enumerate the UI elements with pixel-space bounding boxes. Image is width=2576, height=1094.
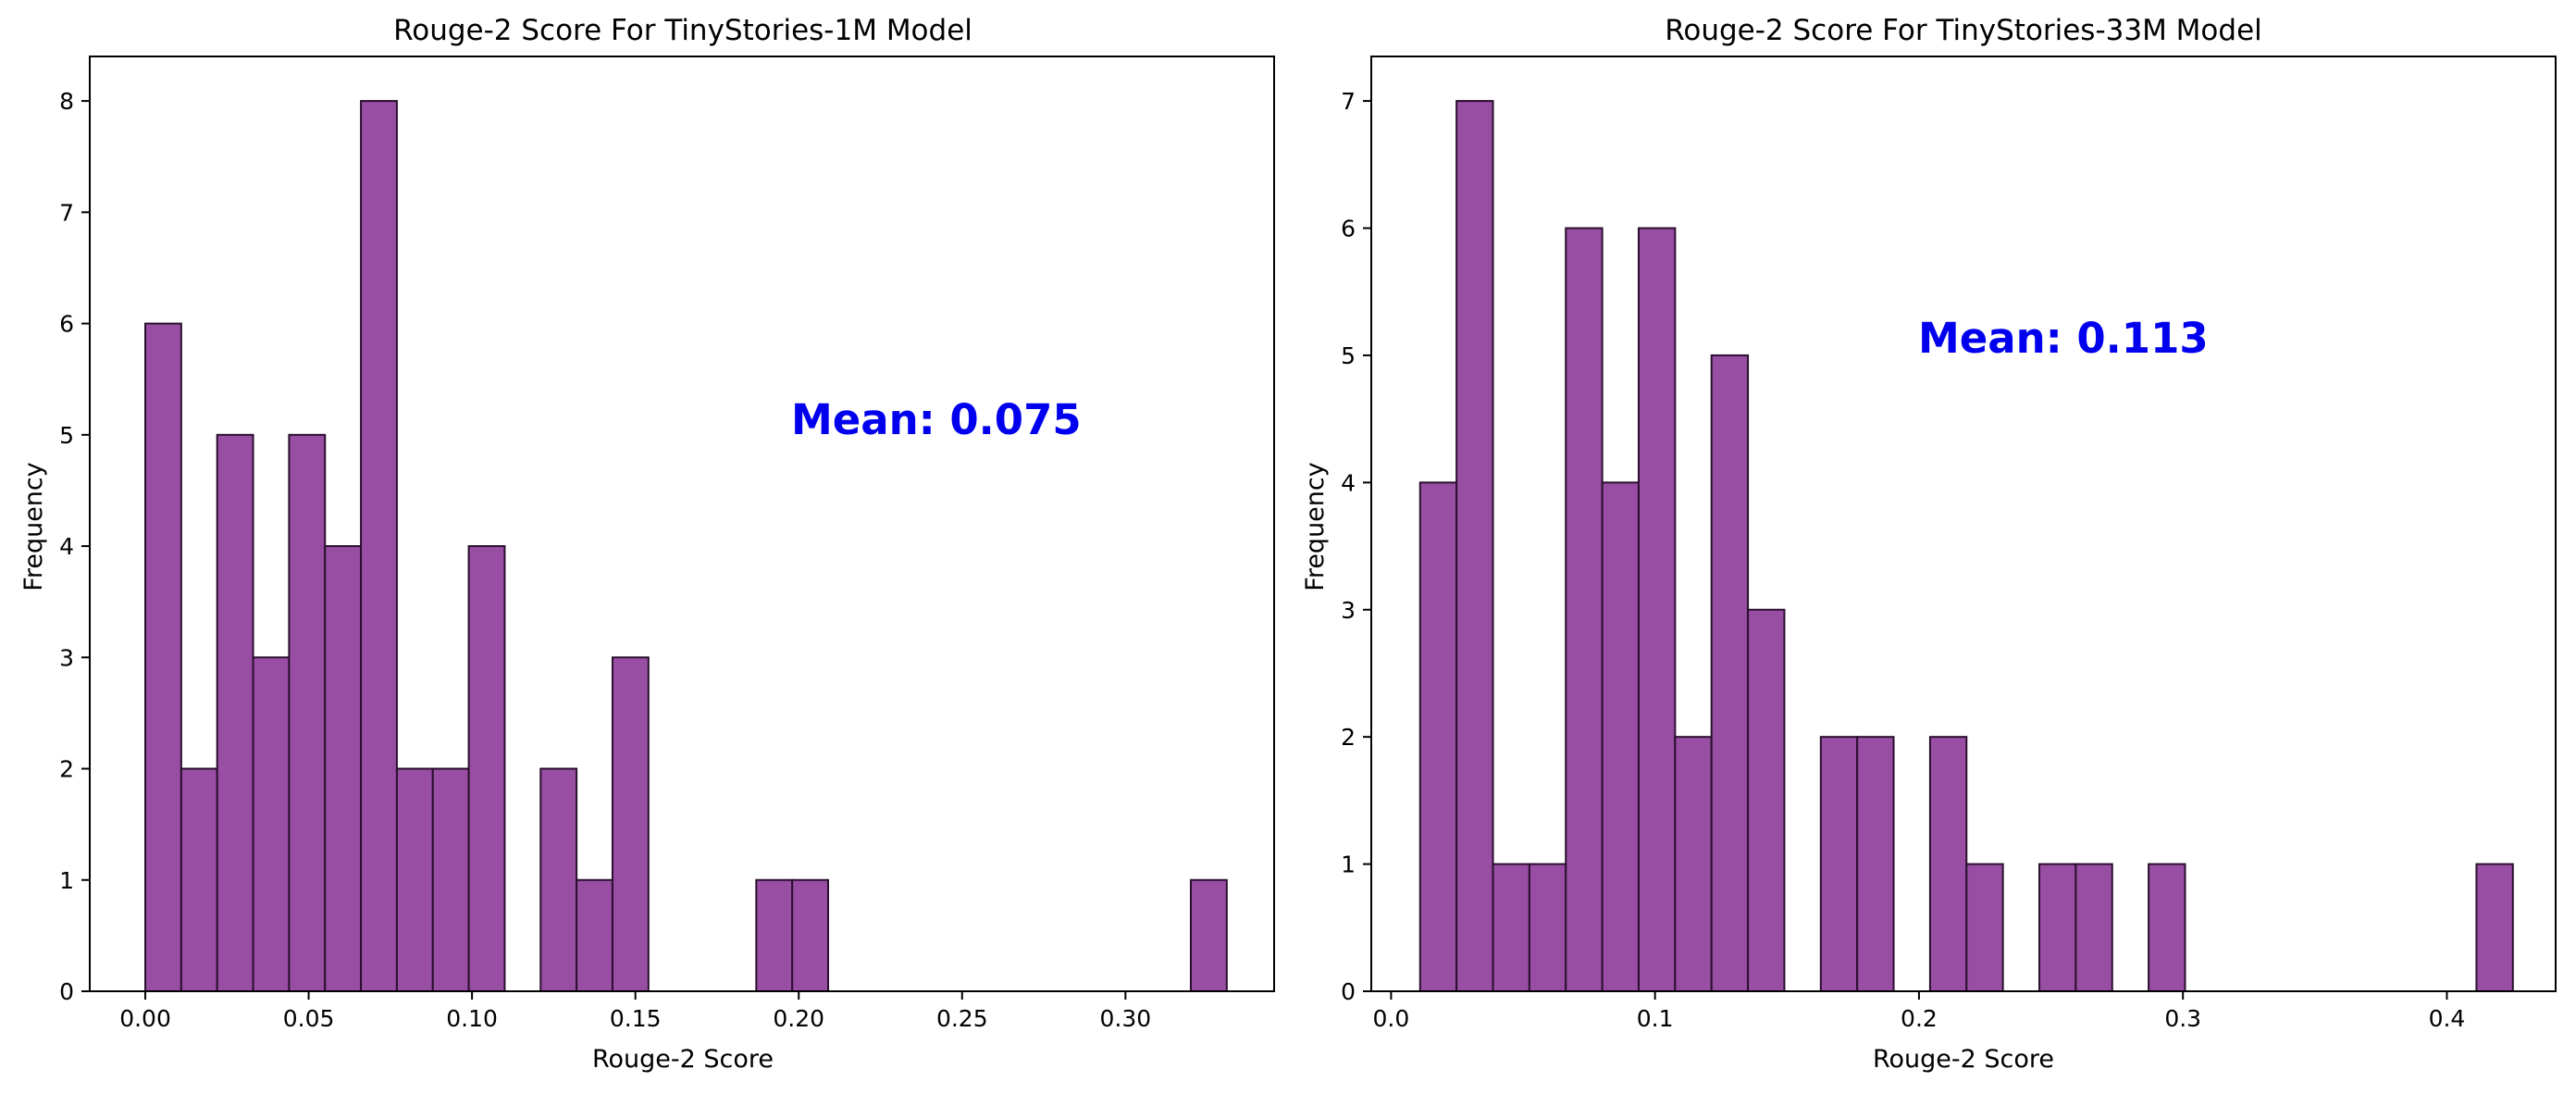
y-tick-label: 4 [1341, 469, 1356, 496]
histogram-bar [539, 767, 578, 992]
y-tick-label: 7 [59, 199, 74, 226]
y-tick-label: 3 [1341, 597, 1356, 624]
histogram-bar [180, 767, 218, 992]
plot-frame-33m [1370, 56, 2557, 992]
y-tick-label: 5 [59, 422, 74, 449]
y-tick-label: 1 [59, 867, 74, 894]
y-tick-label: 1 [1341, 852, 1356, 878]
mean-annotation-1m: Mean: 0.075 [791, 395, 1082, 444]
x-tick-label: 0.2 [1901, 1005, 1938, 1032]
histogram-bar [1747, 608, 1786, 993]
histogram-bar [2074, 863, 2113, 992]
chart-title-33m: Rouge-2 Score For TinyStories-33M Model [1665, 14, 2262, 47]
histogram-bar [431, 767, 470, 992]
histogram-bar [1565, 227, 1604, 993]
histogram-bar [1492, 863, 1530, 992]
bars-33m [1418, 100, 2514, 993]
x-tick-label: 0.05 [283, 1005, 335, 1032]
histogram-bar [360, 100, 398, 993]
histogram-bar [1189, 878, 1228, 992]
plot-frame-1m [89, 56, 1275, 992]
histogram-bar [288, 433, 327, 992]
histogram-bar [791, 878, 830, 992]
histogram-bar [1455, 100, 1494, 993]
histogram-1m-panel: Rouge-2 Score For TinyStories-1M Model F… [19, 14, 1275, 1074]
histogram-bar [611, 656, 650, 992]
histogram-bar [1928, 736, 1968, 992]
x-tick-label: 0.25 [936, 1005, 988, 1032]
histogram-bar [467, 545, 506, 992]
histogram-bar [324, 545, 363, 992]
x-tick-label: 0.4 [2429, 1005, 2466, 1032]
y-tick-label: 0 [1341, 978, 1356, 1005]
x-axis-label-1m: Rouge-2 Score [592, 1045, 774, 1074]
x-tick-label: 0.3 [2164, 1005, 2201, 1032]
y-tick-label: 4 [59, 533, 74, 560]
x-tick-label: 0.30 [1100, 1005, 1152, 1032]
histogram-bar [576, 878, 613, 992]
mean-annotation-33m: Mean: 0.113 [1918, 314, 2209, 363]
histogram-bar [2475, 863, 2514, 992]
histogram-bar [395, 767, 434, 992]
y-tick-label: 3 [59, 644, 74, 671]
y-axis-label-33m: Frequency [1301, 462, 1330, 591]
y-tick-label: 6 [1341, 216, 1356, 242]
histogram-bar [1710, 354, 1750, 992]
histogram-bar [2148, 863, 2186, 992]
x-tick-label: 0.10 [446, 1005, 498, 1032]
histogram-33m-panel: Rouge-2 Score For TinyStories-33M Model … [1301, 14, 2557, 1074]
y-tick-label: 7 [1341, 88, 1356, 115]
histogram-bar [252, 656, 291, 992]
chart-title-1m: Rouge-2 Score For TinyStories-1M Model [393, 14, 972, 47]
histogram-bar [1418, 481, 1458, 992]
y-ticks-1m: 0 1 2 3 4 5 6 7 8 [59, 88, 90, 1005]
y-axis-label-1m: Frequency [19, 462, 48, 591]
histogram-bar [1601, 481, 1640, 992]
x-axis-label-33m: Rouge-2 Score [1873, 1045, 2054, 1074]
histogram-bar [144, 322, 182, 993]
y-tick-label: 2 [1341, 724, 1356, 751]
x-tick-label: 0.20 [773, 1005, 824, 1032]
y-tick-label: 0 [59, 978, 74, 1005]
y-tick-label: 5 [1341, 342, 1356, 369]
histogram-bar [1965, 863, 2004, 992]
histogram-bar [1674, 736, 1713, 992]
y-ticks-33m: 0 1 2 3 4 5 6 7 [1341, 88, 1371, 1005]
x-ticks-1m: 0.00 0.05 0.10 0.15 0.20 0.25 0.30 [119, 991, 1151, 1032]
x-tick-label: 0.00 [119, 1005, 171, 1032]
x-tick-label: 0.15 [610, 1005, 662, 1032]
histogram-bar [1856, 736, 1895, 992]
histogram-bar [1819, 736, 1859, 992]
x-tick-label: 0.0 [1373, 1005, 1410, 1032]
histogram-bar [216, 433, 254, 992]
x-ticks-33m: 0.0 0.1 0.2 0.3 0.4 [1373, 991, 2466, 1032]
x-tick-label: 0.1 [1637, 1005, 1674, 1032]
histogram-bar [2038, 863, 2077, 992]
histogram-bar [1528, 863, 1567, 992]
histogram-bar [755, 878, 794, 992]
histogram-bar [1637, 227, 1677, 993]
bars-1m [144, 100, 1228, 993]
y-tick-label: 8 [59, 88, 74, 115]
y-tick-label: 2 [59, 756, 74, 783]
y-tick-label: 6 [59, 311, 74, 338]
